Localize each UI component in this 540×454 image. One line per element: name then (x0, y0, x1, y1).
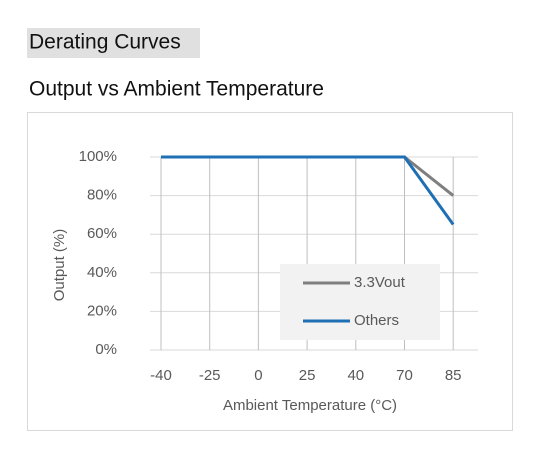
x-tick-label: 85 (445, 367, 462, 384)
y-tick-label: 0% (95, 341, 117, 358)
legend-label: 3.3Vout (354, 274, 406, 291)
chart-frame (27, 112, 513, 431)
y-axis-label: Output (%) (51, 229, 68, 302)
y-tick-label: 40% (87, 264, 117, 281)
legend-label: Others (354, 312, 399, 329)
x-tick-label: 70 (396, 367, 413, 384)
x-tick-label: -25 (199, 367, 221, 384)
heading-bg (27, 28, 200, 58)
x-tick-label: 25 (299, 367, 316, 384)
y-tick-label: 20% (87, 302, 117, 319)
chart-title: Output vs Ambient Temperature (29, 78, 324, 101)
x-axis-label: Ambient Temperature (°C) (223, 397, 397, 414)
y-tick-label: 80% (87, 187, 117, 204)
legend-box (280, 264, 440, 340)
x-tick-label: 40 (347, 367, 364, 384)
x-tick-label: 0 (254, 367, 262, 384)
x-tick-label: -40 (150, 367, 172, 384)
y-tick-label: 100% (79, 148, 117, 165)
heading: Derating Curves (29, 31, 181, 54)
series-line (161, 155, 455, 226)
y-tick-label: 60% (87, 225, 117, 242)
